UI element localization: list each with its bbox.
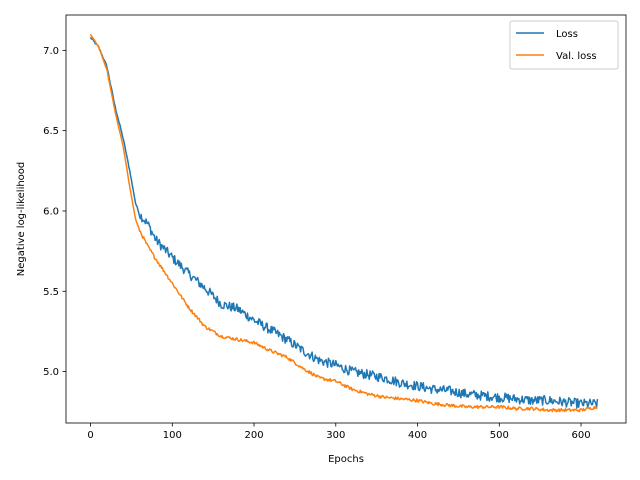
y-tick-label: 6.0 <box>43 206 59 217</box>
y-axis-label: Negative log-likelihood <box>16 162 27 277</box>
val-loss-series-line <box>89 33 598 413</box>
legend-label-loss: Loss <box>556 29 578 40</box>
x-tick-label: 100 <box>163 430 182 441</box>
series-layer <box>89 33 599 413</box>
y-tick-label: 5.0 <box>43 367 59 378</box>
x-axis: 0 100 200 300 400 500 600 <box>87 423 591 441</box>
x-axis-label: Epochs <box>328 454 364 465</box>
legend-label-val-loss: Val. loss <box>556 51 597 62</box>
y-tick-label: 6.5 <box>43 126 59 137</box>
legend: Loss Val. loss <box>509 20 619 70</box>
plot-frame <box>65 14 627 424</box>
x-tick-label: 600 <box>571 430 590 441</box>
x-tick-label: 400 <box>408 430 427 441</box>
y-tick-label: 5.5 <box>43 287 59 298</box>
x-tick-label: 0 <box>87 430 93 441</box>
x-tick-label: 200 <box>244 430 263 441</box>
x-tick-label: 500 <box>490 430 509 441</box>
y-axis: 5.0 5.5 6.0 6.5 7.0 <box>43 46 66 378</box>
y-tick-label: 7.0 <box>43 46 59 57</box>
loss-series-line <box>89 36 599 409</box>
x-tick-label: 300 <box>326 430 345 441</box>
